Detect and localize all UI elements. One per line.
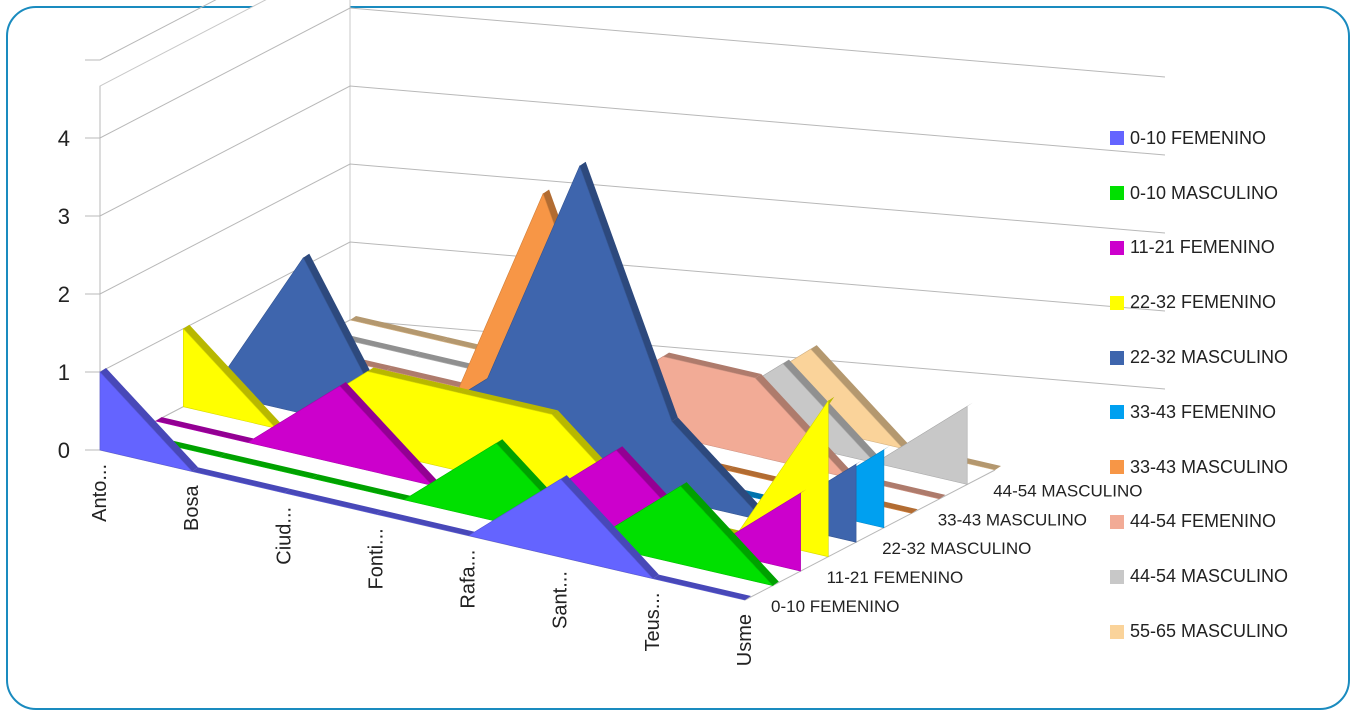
chart-legend: 0-10 FEMENINO 0-10 MASCULINO 11-21 FEMENIN…: [1110, 111, 1350, 659]
y-tick-label: 3: [58, 204, 70, 229]
legend-item: 55-65 MASCULINO: [1110, 604, 1350, 659]
depth-axis-label: 22-32 MASCULINO: [882, 539, 1031, 558]
gridline: [85, 7, 1166, 139]
legend-swatch: [1110, 295, 1124, 310]
depth-axis-label: 33-43 MASCULINO: [938, 510, 1087, 529]
series-ribbon-side: [219, 453, 319, 479]
legend-swatch: [1110, 240, 1124, 255]
legend-label: 22-32 FEMENINO: [1130, 292, 1277, 313]
category-label: Usme: [734, 614, 756, 666]
series-area: [210, 165, 857, 543]
depth-axis-label: 0-10 FEMENINO: [771, 597, 899, 616]
legend-label: 33-43 MASCULINO: [1130, 456, 1289, 477]
series-ribbon-side: [560, 475, 659, 579]
category-label: Bosa: [181, 485, 203, 531]
series-ribbon-side: [376, 510, 475, 536]
series-ribbon-side: [680, 482, 779, 586]
series-ribbon-side: [100, 368, 199, 472]
series-ribbon-side: [755, 374, 854, 478]
gridline: [85, 85, 1166, 217]
legend-swatch: [1110, 405, 1124, 420]
series-ribbon-side: [183, 324, 282, 429]
legend-item: 22-32 MASCULINO: [1110, 330, 1350, 385]
legend-swatch: [1110, 460, 1124, 475]
legend-item: 33-43 MASCULINO: [1110, 440, 1350, 495]
series-ribbon-side: [284, 488, 383, 515]
series-ribbon-side: [312, 474, 411, 500]
legend-label: 55-65 MASCULINO: [1130, 621, 1289, 642]
series-ribbon-side: [339, 382, 438, 486]
category-label: Ciud...: [273, 507, 295, 565]
series-group: [99, 161, 1001, 601]
series-ribbon-side: [652, 574, 751, 600]
category-label: Sant...: [550, 571, 572, 629]
legend-label: 44-54 MASCULINO: [1130, 566, 1289, 587]
legend-swatch: [1110, 186, 1124, 201]
category-label: Teus...: [642, 593, 664, 652]
legend-item: 11-21 FEMENINO: [1110, 221, 1350, 276]
series-ribbon-side: [350, 316, 449, 342]
legend-label: 0-10 MASCULINO: [1130, 182, 1279, 203]
series-ribbon-side: [671, 417, 770, 521]
legend-swatch: [1110, 350, 1124, 365]
legend-swatch: [1110, 624, 1124, 639]
legend-label: 11-21 FEMENINO: [1130, 237, 1275, 258]
y-tick-label: 2: [58, 282, 70, 307]
legend-swatch: [1110, 514, 1124, 529]
legend-item: 0-10 FEMENINO: [1110, 111, 1350, 166]
series-ribbon-side: [192, 467, 291, 493]
depth-axis-label: 44-54 MASCULINO: [993, 481, 1142, 500]
series-ribbon-side: [367, 367, 466, 393]
series-ribbon-side: [459, 389, 558, 415]
legend-item: 22-32 FEMENINO: [1110, 275, 1350, 330]
category-label: Rafa...: [458, 550, 480, 609]
y-tick-label: 4: [58, 126, 70, 151]
series-ribbon-side: [663, 352, 762, 378]
gridline: [85, 241, 1166, 373]
depth-axis-label: 11-21 FEMENINO: [827, 568, 964, 587]
series-ribbon-side: [579, 161, 678, 422]
category-label: Anto...: [89, 464, 111, 522]
legend-label: 0-10 FEMENINO: [1130, 127, 1267, 148]
legend-item: 44-54 FEMENINO: [1110, 495, 1350, 550]
series-ribbon-side: [155, 417, 254, 443]
y-tick-label: 0: [58, 438, 70, 463]
legend-item: 33-43 FEMENINO: [1110, 385, 1350, 440]
legend-label: 44-54 FEMENINO: [1130, 511, 1277, 532]
legend-item: 0-10 MASCULINO: [1110, 166, 1350, 221]
legend-label: 22-32 MASCULINO: [1130, 347, 1289, 368]
legend-item: 44-54 MASCULINO: [1110, 549, 1350, 604]
y-tick-label: 1: [58, 360, 70, 385]
gridline: [85, 163, 1166, 295]
legend-label: 33-43 FEMENINO: [1130, 401, 1277, 422]
series-ribbon-side: [782, 359, 882, 463]
legend-swatch: [1110, 569, 1124, 584]
category-label: Fonti...: [365, 528, 387, 589]
series-ribbon-side: [810, 345, 909, 449]
series-0-10-femenino: [99, 368, 751, 601]
series-area: [99, 371, 746, 601]
gridline: [85, 0, 217, 61]
depth-axis-line: [744, 469, 996, 601]
legend-swatch: [1110, 131, 1124, 146]
